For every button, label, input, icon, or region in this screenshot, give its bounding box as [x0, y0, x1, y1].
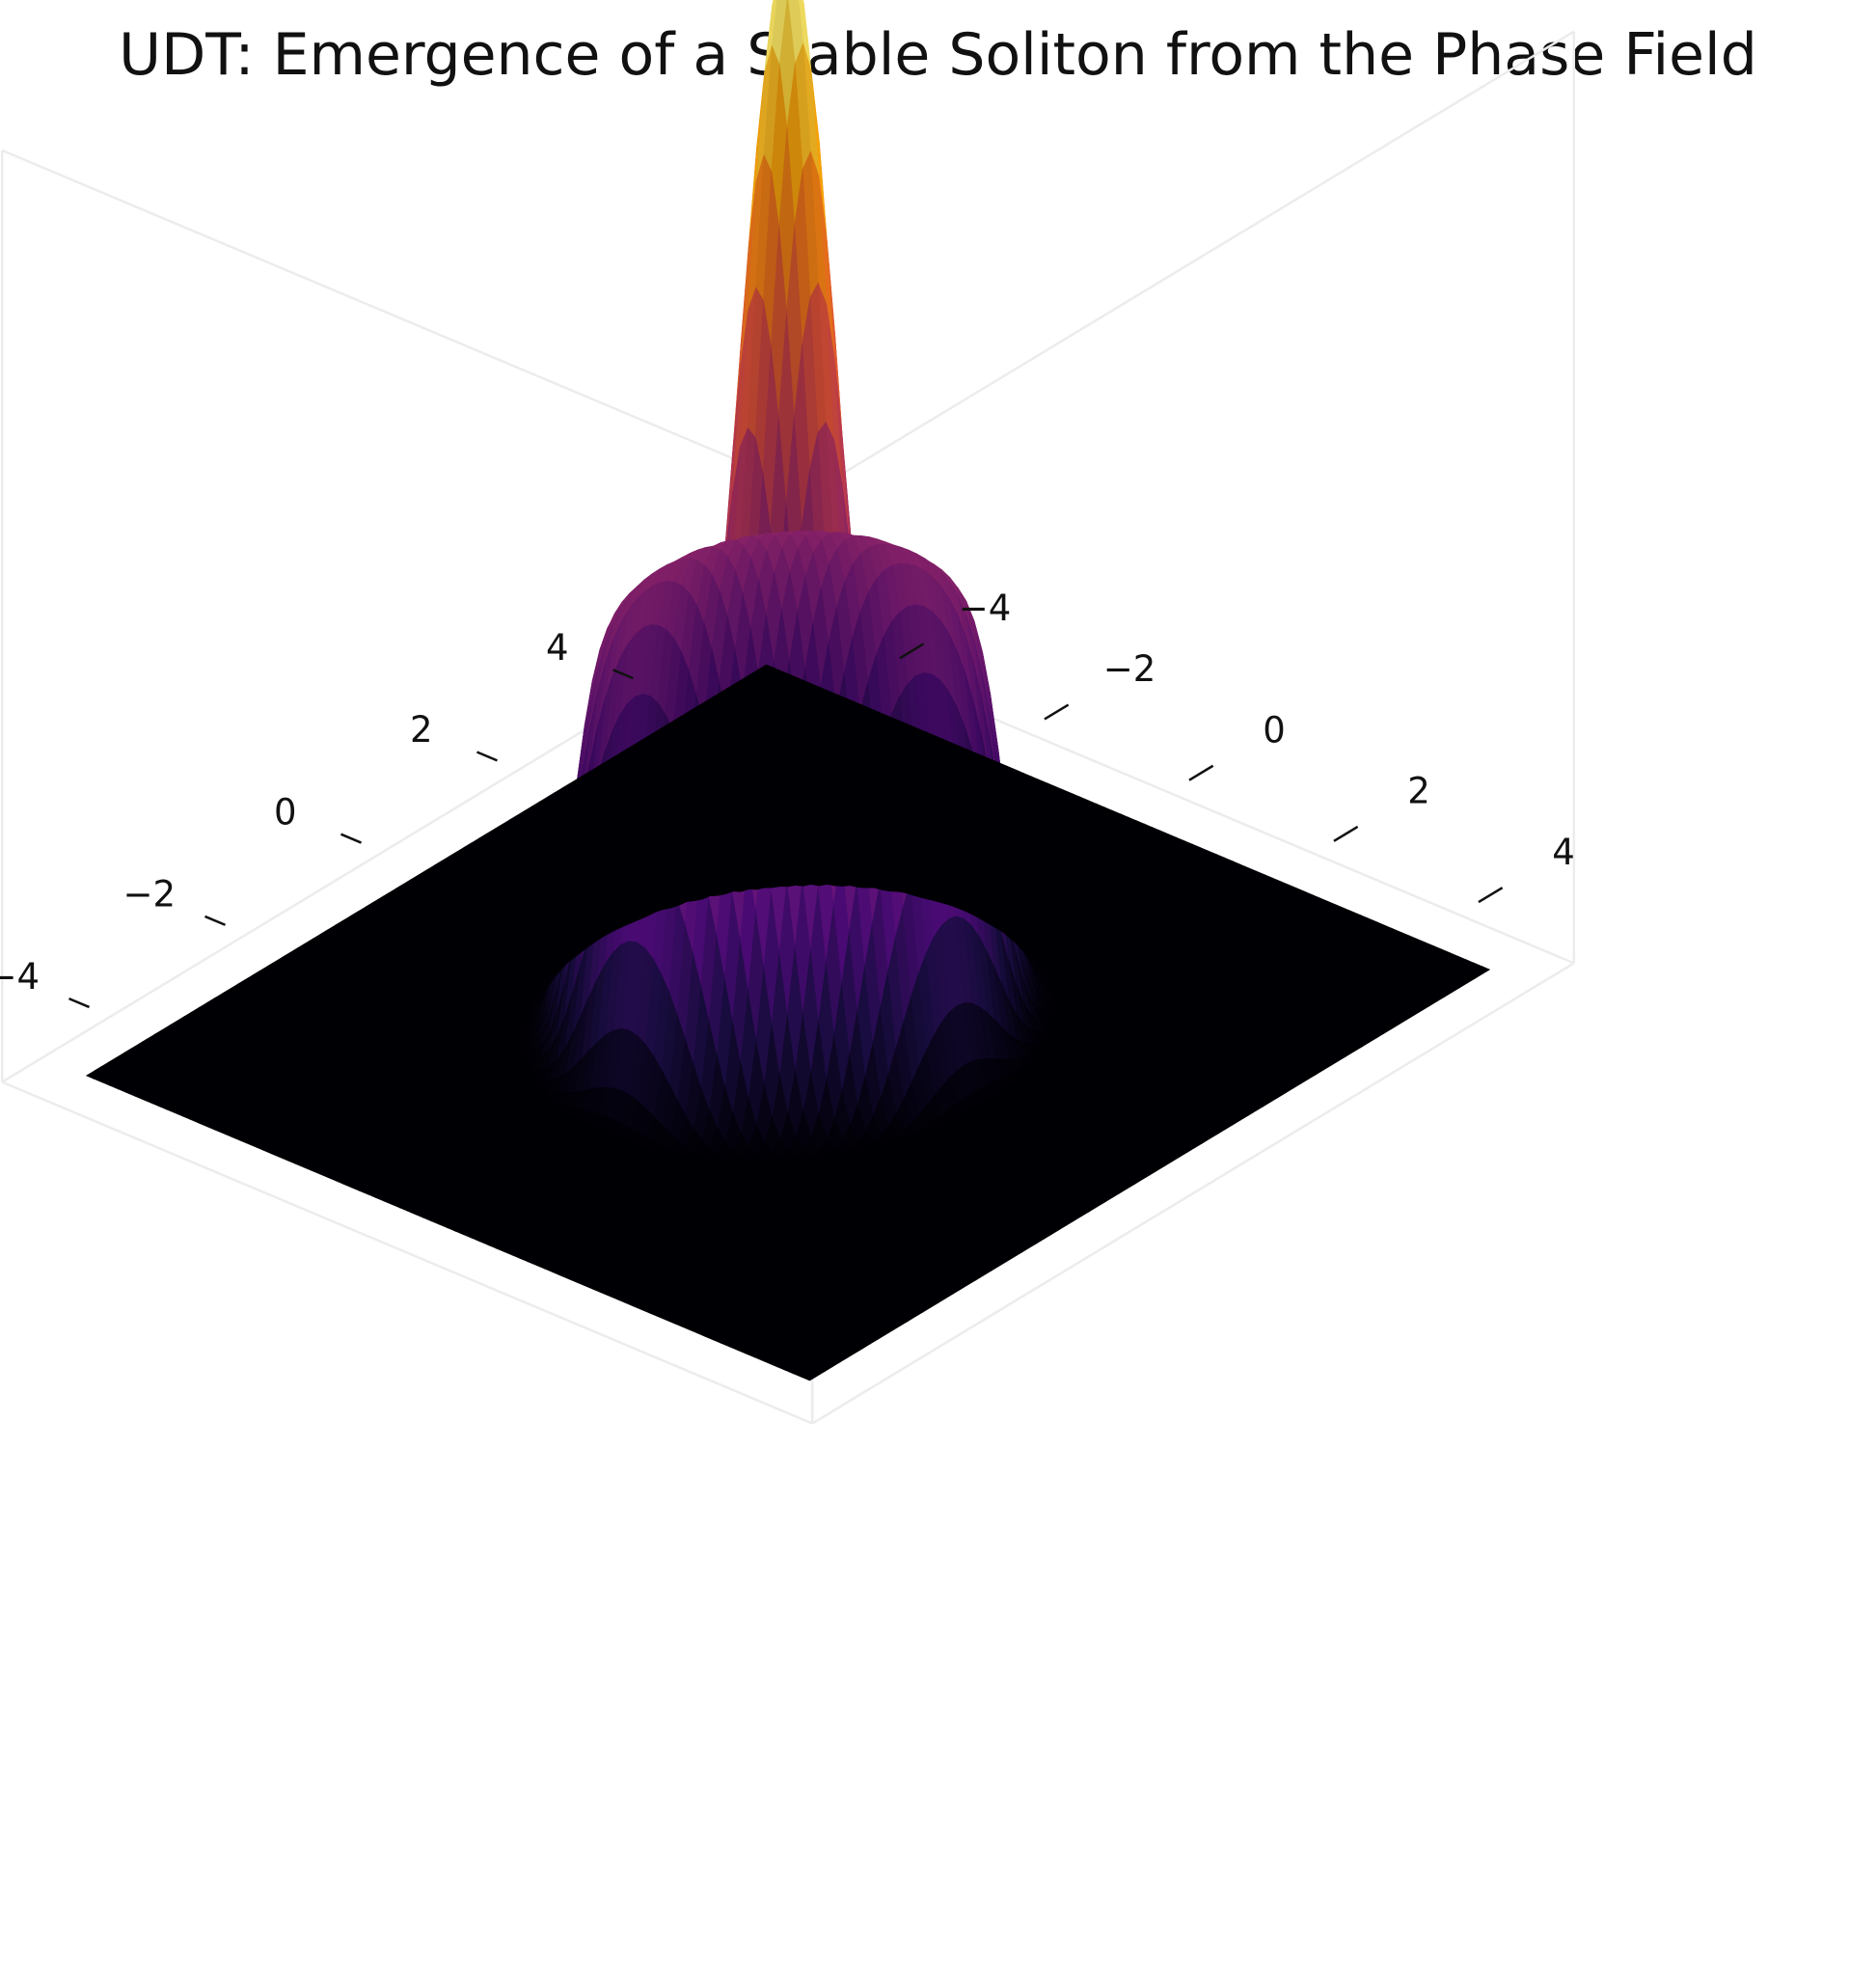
axis-pane-edge: [812, 32, 1574, 492]
axis-pane-edge: [2, 150, 812, 492]
surface-mesh: [87, 0, 1490, 1381]
